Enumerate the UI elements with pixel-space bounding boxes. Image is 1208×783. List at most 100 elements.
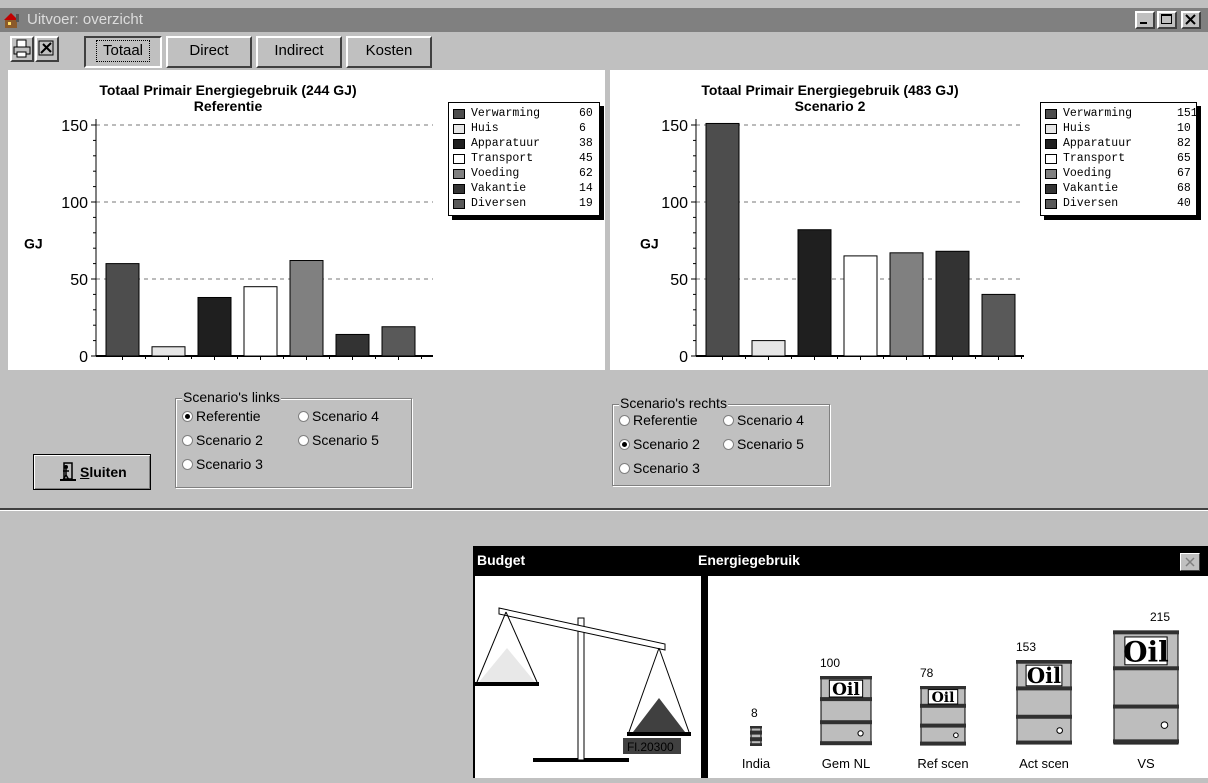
radio-left-referentie[interactable]: Referentie bbox=[182, 407, 261, 425]
legend-value: 6 bbox=[579, 122, 586, 135]
radio-label: Scenario 2 bbox=[196, 432, 263, 448]
bar-vakantie bbox=[935, 250, 970, 357]
svg-text:Oil: Oil bbox=[1123, 635, 1169, 668]
legend-swatch bbox=[1045, 154, 1057, 164]
legend-value: 67 bbox=[1177, 167, 1191, 180]
close-button-label: Sluiten bbox=[80, 464, 127, 480]
chart-right-title: Totaal Primair Energiegebruik (483 GJ) S… bbox=[630, 82, 1030, 114]
legend-swatch bbox=[453, 199, 465, 209]
maximize-button[interactable] bbox=[1157, 11, 1177, 29]
radio-right-scenario-2[interactable]: Scenario 2 bbox=[619, 435, 700, 453]
radio-dot bbox=[182, 411, 193, 422]
radio-label: Referentie bbox=[633, 412, 698, 428]
title-bar[interactable]: Uitvoer: overzicht bbox=[0, 8, 1208, 32]
section-divider bbox=[0, 508, 1208, 511]
radio-dot bbox=[182, 435, 193, 446]
chart-right-panel: Totaal Primair Energiegebruik (483 GJ) S… bbox=[610, 70, 1208, 370]
legend-swatch bbox=[1045, 169, 1057, 179]
legend-swatch bbox=[1045, 109, 1057, 119]
oil-barrel: Oil bbox=[1113, 630, 1179, 751]
chart-left-title: Totaal Primair Energiegebruik (244 GJ) R… bbox=[28, 82, 428, 114]
radio-dot bbox=[182, 459, 193, 470]
legend-swatch bbox=[453, 184, 465, 194]
scenarios-left-title: Scenario's links bbox=[182, 389, 281, 405]
radio-label: Scenario 4 bbox=[737, 412, 804, 428]
radio-label: Scenario 5 bbox=[737, 436, 804, 452]
chart-right-legend: Verwarming 151 Huis 10 Apparatuur 82 Transport… bbox=[1040, 102, 1198, 216]
print-button[interactable] bbox=[10, 36, 34, 62]
oil-barrel-icon: Oil bbox=[920, 685, 966, 746]
printer-icon bbox=[13, 39, 31, 58]
oil-barrel: Oil bbox=[920, 685, 966, 751]
balance-scale-icon: Fl.20300 bbox=[475, 607, 691, 762]
radio-label: Referentie bbox=[196, 408, 261, 424]
tab-indirect[interactable]: Indirect bbox=[256, 36, 342, 68]
legend-label: Huis bbox=[471, 122, 499, 135]
energy-pane: 8 India Oil 100 Gem NL Oil 78 Ref scen Oil 153 Act… bbox=[708, 576, 1208, 778]
energy-window[interactable]: Budget Energiegebruik Fl.20300 8 India Oil… bbox=[473, 546, 1208, 778]
radio-right-referentie[interactable]: Referentie bbox=[619, 411, 698, 429]
barrel-label: Ref scen bbox=[917, 756, 969, 771]
y-tick-label: 100 bbox=[661, 195, 688, 212]
legend-swatch bbox=[1045, 124, 1057, 134]
chart-right-title-text: Totaal Primair Energiegebruik (483 GJ) bbox=[701, 82, 959, 98]
close-button[interactable]: Sluiten bbox=[33, 454, 151, 490]
barrel-label: Act scen bbox=[1019, 756, 1069, 771]
bar-verwarming bbox=[705, 122, 740, 357]
y-tick-label: 150 bbox=[61, 118, 88, 135]
chart-left-subtitle: Referentie bbox=[193, 98, 263, 114]
tab-kosten-label: Kosten bbox=[365, 42, 413, 59]
radio-right-scenario-4[interactable]: Scenario 4 bbox=[723, 411, 804, 429]
legend-label: Transport bbox=[471, 152, 534, 165]
legend-swatch bbox=[1045, 184, 1057, 194]
legend-label: Vakantie bbox=[471, 182, 527, 195]
legend-value: 62 bbox=[579, 167, 593, 180]
tab-totaal[interactable]: Totaal bbox=[84, 36, 162, 68]
energy-title: Energiegebruik bbox=[698, 552, 800, 568]
legend-value: 45 bbox=[579, 152, 593, 165]
y-tick-label: 0 bbox=[679, 349, 688, 366]
minimize-button[interactable] bbox=[1135, 11, 1155, 29]
legend-label: Huis bbox=[1063, 122, 1091, 135]
tab-kosten[interactable]: Kosten bbox=[346, 36, 432, 68]
window-close-button[interactable] bbox=[1181, 11, 1201, 29]
legend-value: 40 bbox=[1177, 197, 1191, 210]
radio-dot bbox=[619, 439, 630, 450]
oil-barrel-icon: Oil bbox=[1113, 630, 1179, 745]
oil-barrel: Oil bbox=[820, 675, 872, 751]
chart-right-plot: 0 50 100 150 GJ bbox=[640, 118, 1024, 366]
tab-direct[interactable]: Direct bbox=[166, 36, 252, 68]
radio-left-scenario-3[interactable]: Scenario 3 bbox=[182, 455, 263, 473]
settings-icon bbox=[38, 40, 54, 56]
tab-direct-label: Direct bbox=[189, 42, 229, 59]
y-tick-label: 50 bbox=[670, 272, 688, 289]
radio-left-scenario-4[interactable]: Scenario 4 bbox=[298, 407, 379, 425]
settings-button[interactable] bbox=[35, 36, 59, 62]
radio-dot bbox=[723, 415, 734, 426]
energy-window-close-button[interactable] bbox=[1180, 553, 1200, 571]
radio-right-scenario-5[interactable]: Scenario 5 bbox=[723, 435, 804, 453]
legend-swatch bbox=[1045, 139, 1057, 149]
radio-left-scenario-2[interactable]: Scenario 2 bbox=[182, 431, 263, 449]
oil-barrel-icon: Oil bbox=[1016, 659, 1072, 745]
y-axis-label: GJ bbox=[24, 236, 43, 252]
legend-value: 60 bbox=[579, 107, 593, 120]
close-icon bbox=[1185, 557, 1195, 567]
bar-diversen bbox=[381, 326, 416, 357]
legend-label: Diversen bbox=[1063, 197, 1119, 210]
bar-voeding bbox=[889, 252, 924, 357]
chart-left-title-text: Totaal Primair Energiegebruik (244 GJ) bbox=[99, 82, 357, 98]
radio-right-scenario-3[interactable]: Scenario 3 bbox=[619, 459, 700, 477]
oil-barrel: Oil bbox=[1016, 659, 1072, 751]
y-tick-label: 100 bbox=[61, 195, 88, 212]
legend-label: Verwarming bbox=[1063, 107, 1133, 120]
legend-value: 38 bbox=[579, 137, 593, 150]
radio-label: Scenario 3 bbox=[196, 456, 263, 472]
maximize-icon bbox=[1161, 14, 1172, 24]
budget-pane: Fl.20300 bbox=[475, 576, 701, 778]
y-tick-label: 150 bbox=[661, 118, 688, 135]
radio-left-scenario-5[interactable]: Scenario 5 bbox=[298, 431, 379, 449]
barrel-value: 100 bbox=[820, 656, 841, 670]
minimize-icon bbox=[1140, 22, 1147, 24]
legend-label: Transport bbox=[1063, 152, 1126, 165]
